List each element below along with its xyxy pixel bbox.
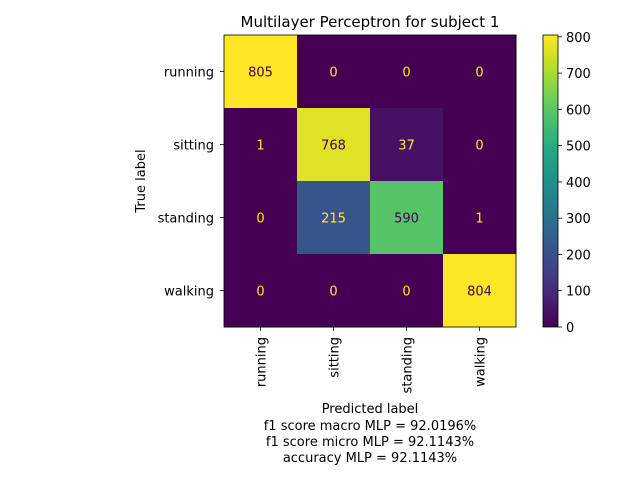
heatmap-cell bbox=[297, 254, 371, 328]
heatmap-cell bbox=[443, 181, 517, 255]
plot-frame bbox=[223, 34, 517, 328]
cell-value-label: 37 bbox=[398, 139, 415, 154]
cell-value-label: 590 bbox=[394, 212, 419, 227]
colorbar-tick-label: 100 bbox=[566, 285, 591, 300]
heatmap-cell bbox=[297, 108, 371, 182]
heatmap-cell bbox=[443, 108, 517, 182]
colorbar-ticks: 0 100 200 300 400 500 600 700 800 bbox=[558, 31, 591, 336]
cell-value-label: 215 bbox=[321, 212, 346, 227]
heatmap-cell bbox=[370, 181, 444, 255]
colorbar-tick-label: 0 bbox=[566, 321, 574, 336]
x-tick-label: standing bbox=[401, 337, 416, 393]
f1-micro-label: f1 score micro MLP = 92.1143% bbox=[266, 435, 474, 450]
y-tick-label: walking bbox=[164, 285, 214, 300]
cell-value-label: 768 bbox=[321, 139, 346, 154]
heatmap-cell bbox=[224, 181, 298, 255]
cell-value-label: 0 bbox=[329, 66, 337, 81]
y-tick-label: sitting bbox=[173, 139, 214, 154]
x-axis-label: Predicted label bbox=[322, 402, 419, 417]
y-axis-label: True label bbox=[134, 149, 149, 213]
heatmap-cell bbox=[370, 254, 444, 328]
colorbar-tick-label: 500 bbox=[566, 140, 591, 155]
heatmap-cell bbox=[443, 254, 517, 328]
colorbar-tick-label: 700 bbox=[566, 67, 591, 82]
x-tick-label: sitting bbox=[328, 337, 343, 378]
heatmap-cell bbox=[443, 35, 517, 109]
colorbar-tick-label: 600 bbox=[566, 103, 591, 118]
f1-macro-label: f1 score macro MLP = 92.0196% bbox=[264, 419, 477, 434]
y-tick-label: running bbox=[164, 66, 214, 81]
heatmap-cell bbox=[370, 108, 444, 182]
accuracy-label: accuracy MLP = 92.1143% bbox=[283, 451, 457, 466]
cell-value-label: 0 bbox=[256, 285, 264, 300]
x-axis-ticks: running sitting standing walking bbox=[255, 327, 489, 393]
cell-value-label: 0 bbox=[402, 285, 410, 300]
cell-value-label: 0 bbox=[329, 285, 337, 300]
heatmap-cell-labels: 805 0 0 0 1 768 37 0 0 215 590 1 0 0 0 804 bbox=[248, 66, 492, 300]
heatmap-cells bbox=[224, 35, 517, 328]
cell-value-label: 805 bbox=[248, 66, 273, 81]
cell-value-label: 0 bbox=[475, 139, 483, 154]
colorbar-tick-label: 800 bbox=[566, 31, 591, 46]
cell-value-label: 0 bbox=[402, 66, 410, 81]
cell-value-label: 1 bbox=[475, 212, 483, 227]
heatmap-cell bbox=[370, 35, 444, 109]
cell-value-label: 1 bbox=[256, 139, 264, 154]
heatmap-cell bbox=[224, 254, 298, 328]
heatmap-cell bbox=[224, 35, 298, 109]
heatmap-cell bbox=[297, 181, 371, 255]
y-tick-label: standing bbox=[158, 212, 214, 227]
colorbar-tick-label: 300 bbox=[566, 212, 591, 227]
chart-title: Multilayer Perceptron for subject 1 bbox=[241, 13, 500, 31]
colorbar-tick-label: 400 bbox=[566, 176, 591, 191]
cell-value-label: 0 bbox=[256, 212, 264, 227]
cell-value-label: 0 bbox=[475, 66, 483, 81]
y-axis-ticks: running sitting standing walking bbox=[158, 66, 224, 300]
heatmap-cell bbox=[224, 108, 298, 182]
colorbar-tick-label: 200 bbox=[566, 248, 591, 263]
cell-value-label: 804 bbox=[467, 285, 492, 300]
x-tick-label: running bbox=[255, 337, 270, 387]
x-tick-label: walking bbox=[474, 337, 489, 387]
heatmap-cell bbox=[297, 35, 371, 109]
colorbar bbox=[542, 34, 559, 328]
